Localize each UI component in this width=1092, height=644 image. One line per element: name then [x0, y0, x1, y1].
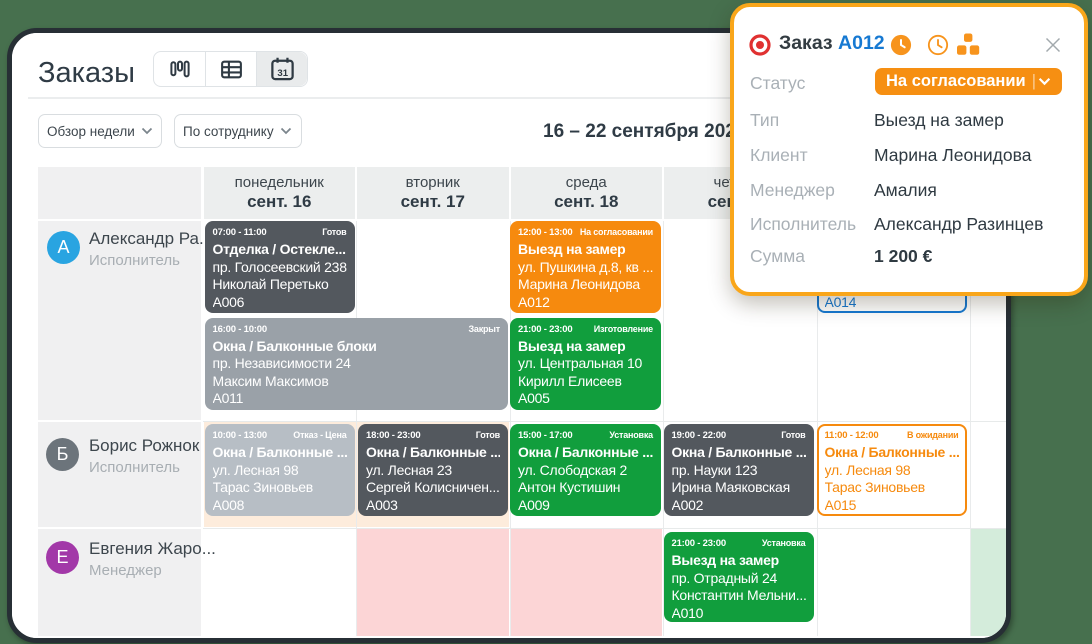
- svg-text:31: 31: [277, 67, 288, 78]
